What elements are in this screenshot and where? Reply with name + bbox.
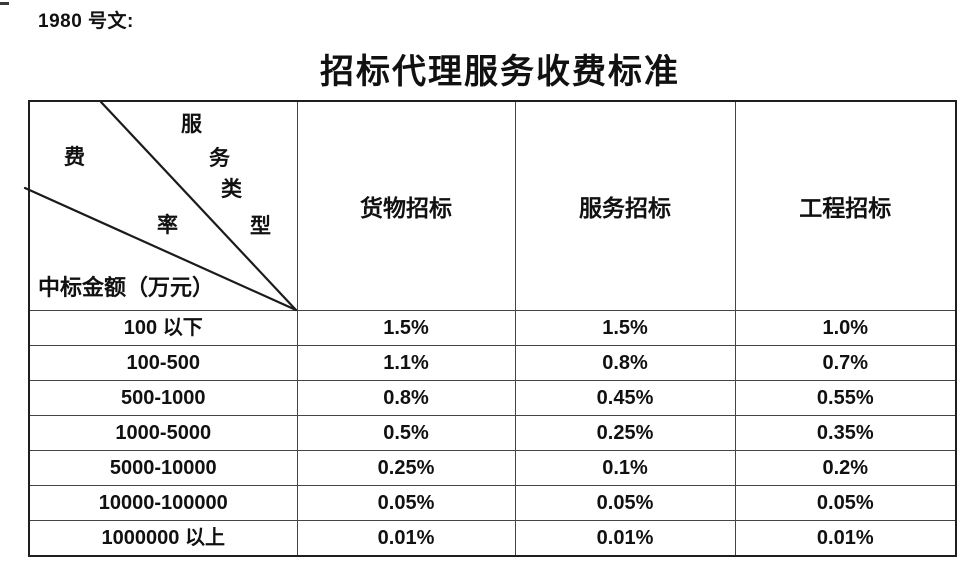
goods-rate-cell: 1.1% (296, 345, 516, 381)
works-rate-cell: 1.0% (734, 310, 957, 346)
works-rate-cell: 0.7% (734, 345, 957, 381)
document-ref-label: 1980 号文: (38, 11, 134, 32)
diagonal-line-upper (99, 102, 298, 312)
works-rate-cell: 0.2% (734, 450, 957, 486)
amount-range-cell: 100-500 (28, 345, 298, 381)
service-type-char-4: 型 (250, 214, 271, 238)
goods-rate-cell: 0.05% (296, 485, 516, 521)
amount-range-cell: 5000-10000 (28, 450, 298, 486)
service-type-char-1: 服 (181, 112, 202, 136)
works-rate-cell: 0.05% (734, 485, 957, 521)
column-header-works: 工程招标 (734, 100, 957, 311)
column-header-service: 服务招标 (514, 100, 736, 311)
service-rate-cell: 1.5% (514, 310, 736, 346)
column-header-goods: 货物招标 (296, 100, 516, 311)
scan-artifact-mark (0, 2, 9, 5)
goods-rate-cell: 0.01% (296, 520, 516, 556)
diagonal-lines (23, 102, 298, 312)
service-type-char-2: 务 (209, 146, 230, 170)
page-title: 招标代理服务收费标准 (320, 54, 680, 91)
fee-rate-char-1: 费 (64, 145, 85, 169)
service-rate-cell: 0.1% (514, 450, 736, 486)
fee-standard-table: 费 率 服 务 类 型 中标金额（万元） 货物招标 服务招标 工程招标 100 … (23, 100, 957, 557)
goods-rate-cell: 1.5% (296, 310, 516, 346)
service-type-char-3: 类 (221, 177, 242, 201)
goods-rate-cell: 0.5% (296, 415, 516, 451)
works-rate-cell: 0.55% (734, 380, 957, 416)
goods-rate-cell: 0.25% (296, 450, 516, 486)
works-rate-cell: 0.35% (734, 415, 957, 451)
table-row: 10000-100000 0.05% 0.05% 0.05% (28, 485, 957, 521)
goods-rate-cell: 0.8% (296, 380, 516, 416)
amount-axis-label: 中标金额（万元） (38, 275, 215, 300)
table-row: 5000-10000 0.25% 0.1% 0.2% (28, 450, 957, 486)
table-header-row: 费 率 服 务 类 型 中标金额（万元） 货物招标 服务招标 工程招标 (23, 100, 957, 312)
service-rate-cell: 0.25% (514, 415, 736, 451)
diagonal-corner-cell: 费 率 服 务 类 型 中标金额（万元） (23, 100, 298, 312)
fee-rate-char-2: 率 (157, 213, 178, 237)
table-row: 1000000 以上 0.01% 0.01% 0.01% (28, 520, 957, 556)
service-rate-cell: 0.01% (514, 520, 736, 556)
table-row: 1000-5000 0.5% 0.25% 0.35% (28, 415, 957, 451)
table-row: 100 以下 1.5% 1.5% 1.0% (28, 310, 957, 346)
table-row: 500-1000 0.8% 0.45% 0.55% (28, 380, 957, 416)
amount-range-cell: 1000-5000 (28, 415, 298, 451)
table-row: 100-500 1.1% 0.8% 0.7% (28, 345, 957, 381)
amount-range-cell: 500-1000 (28, 380, 298, 416)
works-rate-cell: 0.01% (734, 520, 957, 556)
service-rate-cell: 0.8% (514, 345, 736, 381)
diagonal-corner-inner: 费 率 服 务 类 型 中标金额（万元） (23, 102, 298, 312)
service-rate-cell: 0.45% (514, 380, 736, 416)
amount-range-cell: 1000000 以上 (28, 520, 298, 556)
amount-range-cell: 10000-100000 (28, 485, 298, 521)
service-rate-cell: 0.05% (514, 485, 736, 521)
diagonal-line-lower (23, 186, 298, 312)
amount-range-cell: 100 以下 (28, 310, 298, 346)
